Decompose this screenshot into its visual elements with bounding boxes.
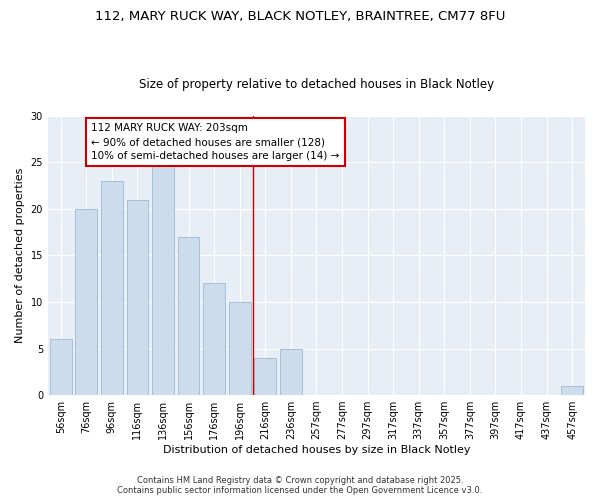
Title: Size of property relative to detached houses in Black Notley: Size of property relative to detached ho… (139, 78, 494, 91)
Text: 112, MARY RUCK WAY, BLACK NOTLEY, BRAINTREE, CM77 8FU: 112, MARY RUCK WAY, BLACK NOTLEY, BRAINT… (95, 10, 505, 23)
Bar (152, 162, 174, 395)
Bar (229, 302, 251, 395)
Bar (50, 339, 71, 395)
Bar (203, 284, 225, 395)
Bar (254, 358, 276, 395)
Bar (127, 200, 148, 395)
Bar (101, 181, 123, 395)
Bar (280, 348, 302, 395)
Text: 112 MARY RUCK WAY: 203sqm
← 90% of detached houses are smaller (128)
10% of semi: 112 MARY RUCK WAY: 203sqm ← 90% of detac… (91, 123, 340, 161)
Text: Contains HM Land Registry data © Crown copyright and database right 2025.
Contai: Contains HM Land Registry data © Crown c… (118, 476, 482, 495)
Bar (562, 386, 583, 395)
X-axis label: Distribution of detached houses by size in Black Notley: Distribution of detached houses by size … (163, 445, 470, 455)
Bar (76, 209, 97, 395)
Y-axis label: Number of detached properties: Number of detached properties (15, 168, 25, 343)
Bar (178, 237, 199, 395)
